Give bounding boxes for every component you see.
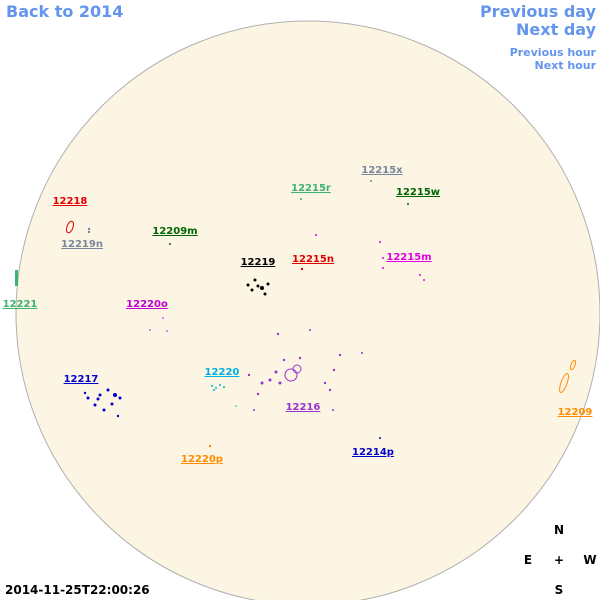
region-marker (276, 332, 280, 336)
region-marker (419, 274, 421, 276)
region-marker (253, 409, 255, 411)
region-marker (559, 373, 569, 393)
solar-disk (15, 20, 600, 600)
region-marker (96, 397, 100, 401)
region-marker (379, 437, 381, 439)
region-label[interactable]: 12220p (181, 454, 223, 465)
region-label[interactable]: 12215m (386, 252, 431, 263)
region-label[interactable]: 12220o (126, 299, 168, 310)
region-label[interactable]: 12217 (64, 374, 99, 385)
region-marker (102, 408, 106, 412)
region-marker (263, 292, 267, 296)
region-label[interactable]: 12216 (286, 402, 321, 413)
region-marker (162, 317, 164, 319)
region-marker (300, 198, 302, 200)
region-marker (235, 405, 237, 407)
region-marker (260, 381, 264, 385)
region-marker (116, 414, 120, 418)
region-marker (332, 409, 334, 411)
region-label[interactable]: 12215r (291, 183, 331, 194)
region-label[interactable]: 12221 (3, 299, 38, 310)
region-marker (382, 267, 384, 269)
region-marker (284, 368, 298, 382)
region-marker (215, 387, 217, 389)
compass-west: W (583, 553, 596, 567)
region-label[interactable]: 12209 (558, 407, 593, 418)
region-marker (292, 364, 302, 374)
region-marker (407, 203, 409, 205)
timestamp: 2014-11-25T22:00:26 (5, 583, 150, 597)
region-marker (274, 370, 278, 374)
region-marker (260, 286, 264, 290)
region-marker (266, 282, 270, 286)
compass-north: N (554, 523, 564, 537)
region-marker (86, 396, 90, 400)
region-label[interactable]: 12220 (205, 367, 240, 378)
region-marker (256, 392, 260, 396)
previous-hour-link[interactable]: Previous hour (510, 46, 597, 59)
region-marker (83, 391, 87, 395)
region-marker (298, 356, 302, 360)
region-marker (323, 381, 327, 385)
region-marker (246, 283, 250, 287)
back-link[interactable]: Back to 2014 (6, 2, 123, 21)
region-marker (382, 257, 384, 259)
region-marker (309, 329, 311, 331)
region-marker (87, 230, 91, 234)
region-label[interactable]: 12215x (361, 165, 403, 176)
next-day-link[interactable]: Next day (516, 20, 597, 39)
region-marker (118, 396, 122, 400)
region-marker (213, 389, 215, 391)
region-marker (149, 329, 151, 331)
region-marker (300, 267, 304, 271)
region-marker (328, 388, 332, 392)
region-marker (332, 368, 336, 372)
region-marker (338, 353, 342, 357)
region-marker (98, 393, 102, 397)
region-marker (250, 288, 254, 292)
compass-south: S (555, 583, 564, 597)
region-marker (256, 284, 260, 288)
region-label[interactable]: 12218 (53, 196, 88, 207)
region-marker (223, 386, 225, 388)
region-marker (247, 373, 251, 377)
region-label[interactable]: 12215w (396, 187, 440, 198)
region-marker (379, 241, 381, 243)
previous-day-link[interactable]: Previous day (480, 2, 597, 21)
region-label[interactable]: 12214p (352, 447, 394, 458)
region-label[interactable]: 12215n (292, 254, 334, 265)
region-marker (278, 381, 282, 385)
region-label[interactable]: 12219 (241, 257, 276, 268)
region-marker (253, 278, 257, 282)
region-marker (219, 384, 221, 386)
region-label[interactable]: 12209m (152, 226, 197, 237)
region-label[interactable]: 12219n (61, 239, 103, 250)
region-marker (169, 243, 171, 245)
region-marker (211, 385, 213, 387)
region-marker (361, 352, 363, 354)
region-marker (110, 402, 114, 406)
region-marker (208, 444, 212, 448)
region-marker (569, 359, 577, 371)
next-hour-link[interactable]: Next hour (535, 59, 597, 72)
region-marker (282, 358, 286, 362)
region-marker (87, 227, 91, 231)
region-marker (106, 388, 110, 392)
region-marker (315, 234, 317, 236)
compass-center: + (554, 553, 564, 567)
region-marker (93, 403, 97, 407)
region-marker (166, 330, 168, 332)
region-marker (370, 180, 372, 182)
region-marker (15, 270, 18, 286)
region-marker (113, 393, 117, 397)
compass-east: E (524, 553, 532, 567)
region-marker (423, 279, 425, 281)
region-marker (66, 220, 74, 234)
region-marker (268, 378, 272, 382)
